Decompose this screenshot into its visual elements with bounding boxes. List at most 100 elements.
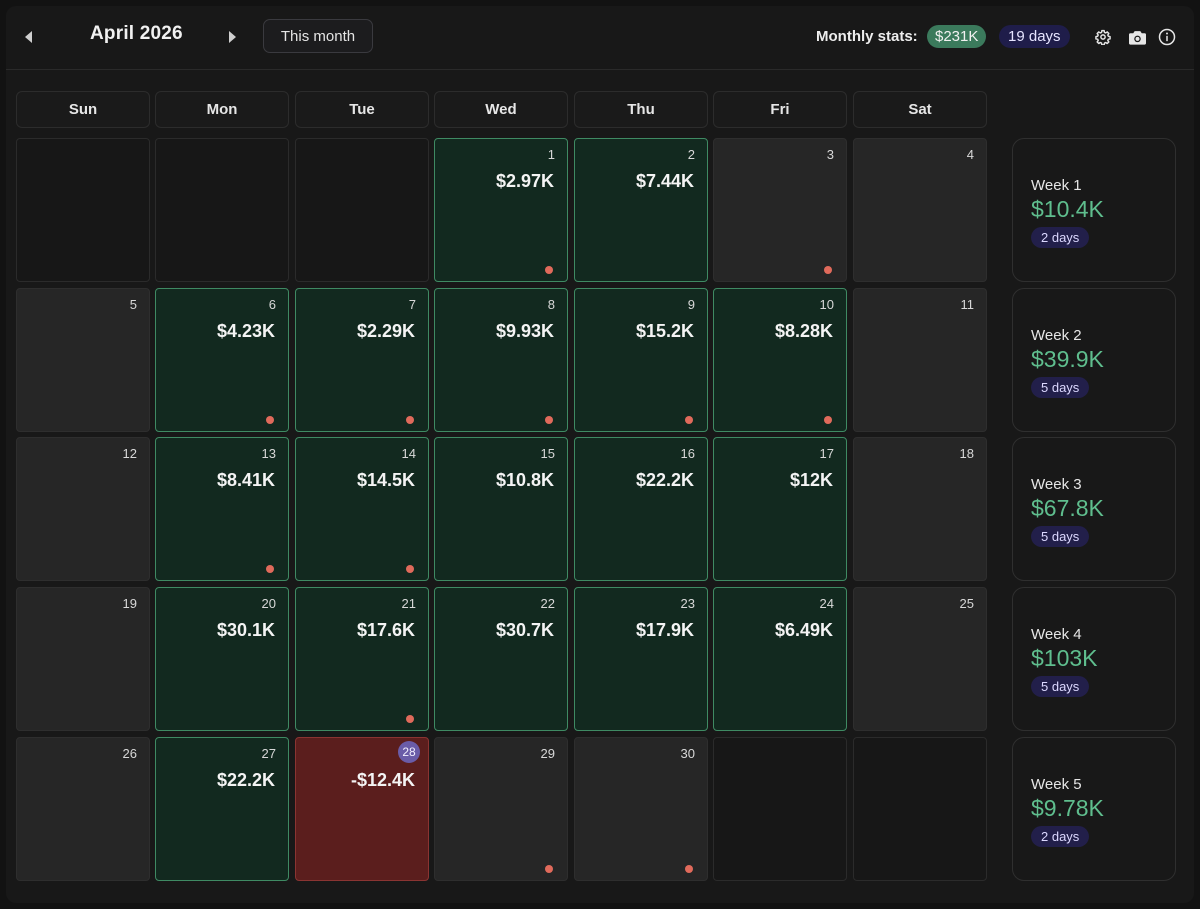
day-cell-14[interactable]: 14 $14.5K [295, 437, 429, 581]
calendar-empty-cell [295, 138, 429, 282]
day-cell-19[interactable]: 19 [16, 587, 150, 731]
day-cell-20[interactable]: 20 $30.1K [155, 587, 289, 731]
day-cell-22[interactable]: 22 $30.7K [434, 587, 568, 731]
day-pnl: $15.2K [635, 321, 694, 341]
day-number: 27 [261, 746, 276, 761]
day-number: 1 [547, 147, 555, 162]
day-pnl: $4.23K [216, 321, 275, 341]
week-label: Week 4 [1031, 626, 1082, 643]
week-label: Week 2 [1031, 327, 1082, 344]
day-pnl: $14.5K [356, 470, 415, 490]
prev-month-button[interactable] [21, 28, 37, 46]
weekday-sat: Sat [853, 91, 987, 128]
day-cell-5[interactable]: 5 [16, 288, 150, 432]
next-month-button[interactable] [224, 28, 240, 46]
week-summary-5[interactable]: Week 5 $9.78K 2 days [1012, 737, 1176, 881]
weekday-sun: Sun [16, 91, 150, 128]
day-cell-12[interactable]: 12 [16, 437, 150, 581]
day-cell-29[interactable]: 29 [434, 737, 568, 881]
note-dot-icon [406, 715, 414, 723]
note-dot-icon [266, 416, 274, 424]
day-pnl: $30.7K [495, 620, 554, 640]
day-cell-8[interactable]: 8 $9.93K [434, 288, 568, 432]
day-number: 29 [540, 746, 555, 761]
calendar-empty-cell [155, 138, 289, 282]
day-cell-11[interactable]: 11 [853, 288, 987, 432]
day-cell-13[interactable]: 13 $8.41K [155, 437, 289, 581]
settings-button[interactable] [1094, 28, 1112, 46]
day-number: 7 [408, 297, 416, 312]
day-number: 30 [680, 746, 695, 761]
weekday-tue: Tue [295, 91, 429, 128]
camera-icon [1128, 30, 1146, 45]
note-dot-icon [824, 266, 832, 274]
day-number: 25 [959, 596, 974, 611]
day-cell-10[interactable]: 10 $8.28K [713, 288, 847, 432]
day-pnl: $22.2K [635, 470, 694, 490]
day-pnl: $8.41K [216, 470, 275, 490]
screenshot-button[interactable] [1128, 28, 1146, 46]
day-cell-30[interactable]: 30 [574, 737, 708, 881]
day-cell-21[interactable]: 21 $17.6K [295, 587, 429, 731]
day-cell-6[interactable]: 6 $4.23K [155, 288, 289, 432]
day-cell-1[interactable]: 1 $2.97K [434, 138, 568, 282]
day-number: 18 [959, 446, 974, 461]
monthly-total-badge: $231K [927, 25, 987, 48]
caret-right-icon [229, 31, 236, 43]
day-cell-24[interactable]: 24 $6.49K [713, 587, 847, 731]
monthly-stats-label: Monthly stats: [816, 28, 918, 45]
day-number: 17 [819, 446, 834, 461]
day-number: 13 [261, 446, 276, 461]
day-cell-15[interactable]: 15 $10.8K [434, 437, 568, 581]
day-cell-25[interactable]: 25 [853, 587, 987, 731]
day-pnl: $8.28K [774, 321, 833, 341]
week-summary-1[interactable]: Week 1 $10.4K 2 days [1012, 138, 1176, 282]
note-dot-icon [545, 266, 553, 274]
day-pnl: $2.97K [495, 171, 554, 191]
info-button[interactable] [1158, 28, 1176, 46]
day-cell-16[interactable]: 16 $22.2K [574, 437, 708, 581]
day-cell-28[interactable]: 28 -$12.4K [295, 737, 429, 881]
day-pnl: $7.44K [635, 171, 694, 191]
day-cell-3[interactable]: 3 [713, 138, 847, 282]
monthly-days-badge: 19 days [999, 25, 1070, 48]
day-cell-18[interactable]: 18 [853, 437, 987, 581]
day-cell-27[interactable]: 27 $22.2K [155, 737, 289, 881]
day-number: 11 [960, 297, 975, 312]
day-cell-7[interactable]: 7 $2.29K [295, 288, 429, 432]
day-number: 4 [966, 147, 974, 162]
week-pnl: $67.8K [1031, 495, 1104, 521]
note-dot-icon [824, 416, 832, 424]
month-title: April 2026 [90, 23, 183, 44]
week-days-badge: 2 days [1031, 826, 1090, 847]
week-summary-2[interactable]: Week 2 $39.9K 5 days [1012, 288, 1176, 432]
day-number: 20 [261, 596, 276, 611]
note-dot-icon [406, 416, 414, 424]
day-pnl: $9.93K [495, 321, 554, 341]
day-pnl: $17.9K [635, 620, 694, 640]
week-days-badge: 5 days [1031, 377, 1090, 398]
day-number: 5 [129, 297, 137, 312]
day-cell-26[interactable]: 26 [16, 737, 150, 881]
day-cell-17[interactable]: 17 $12K [713, 437, 847, 581]
note-dot-icon [266, 565, 274, 573]
day-number: 22 [540, 596, 555, 611]
caret-left-icon [25, 31, 32, 43]
weekday-fri: Fri [713, 91, 847, 128]
day-pnl: $30.1K [216, 620, 275, 640]
day-cell-9[interactable]: 9 $15.2K [574, 288, 708, 432]
weekday-mon: Mon [155, 91, 289, 128]
gear-icon [1095, 29, 1111, 45]
week-summary-3[interactable]: Week 3 $67.8K 5 days [1012, 437, 1176, 581]
calendar-empty-cell [853, 737, 987, 881]
calendar-empty-cell [16, 138, 150, 282]
day-number: 14 [401, 446, 416, 461]
week-summary-4[interactable]: Week 4 $103K 5 days [1012, 587, 1176, 731]
day-cell-4[interactable]: 4 [853, 138, 987, 282]
day-pnl: $10.8K [495, 470, 554, 490]
day-cell-2[interactable]: 2 $7.44K [574, 138, 708, 282]
week-days-badge: 5 days [1031, 526, 1090, 547]
day-cell-23[interactable]: 23 $17.9K [574, 587, 708, 731]
day-pnl: $17.6K [356, 620, 415, 640]
this-month-button[interactable]: This month [263, 19, 373, 53]
